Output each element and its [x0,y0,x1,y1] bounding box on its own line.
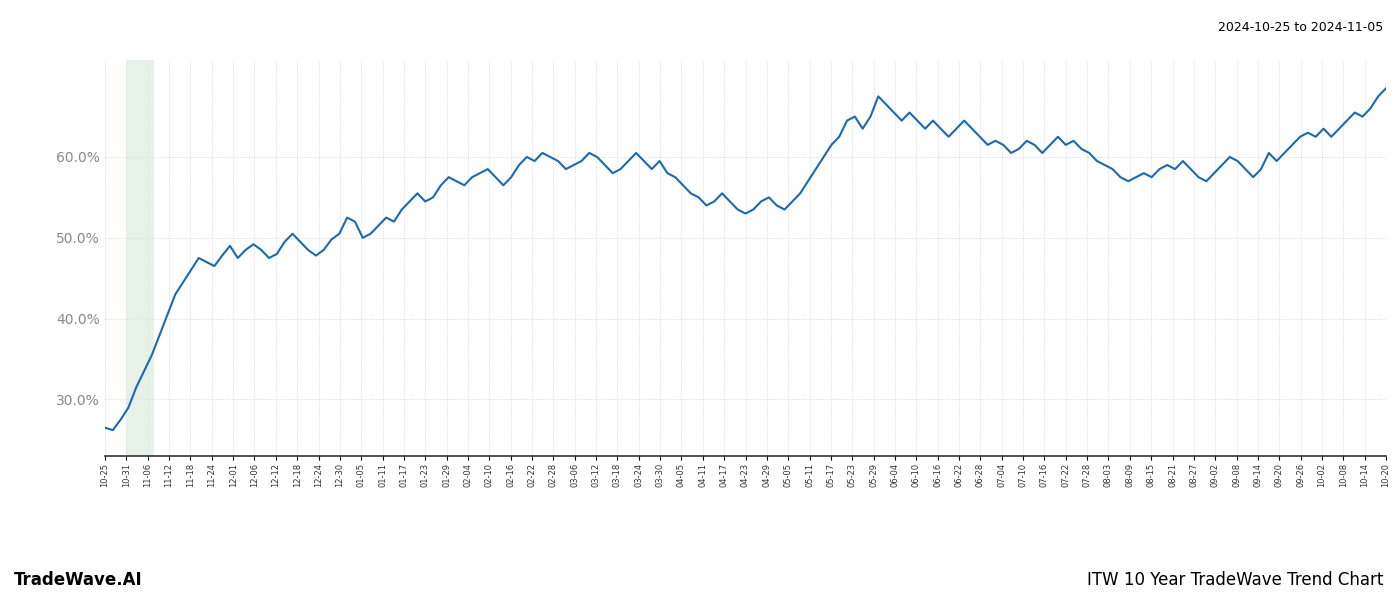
Bar [126,60,154,456]
Text: ITW 10 Year TradeWave Trend Chart: ITW 10 Year TradeWave Trend Chart [1086,571,1383,589]
Text: 2024-10-25 to 2024-11-05: 2024-10-25 to 2024-11-05 [1218,21,1383,34]
Text: TradeWave.AI: TradeWave.AI [14,571,143,589]
